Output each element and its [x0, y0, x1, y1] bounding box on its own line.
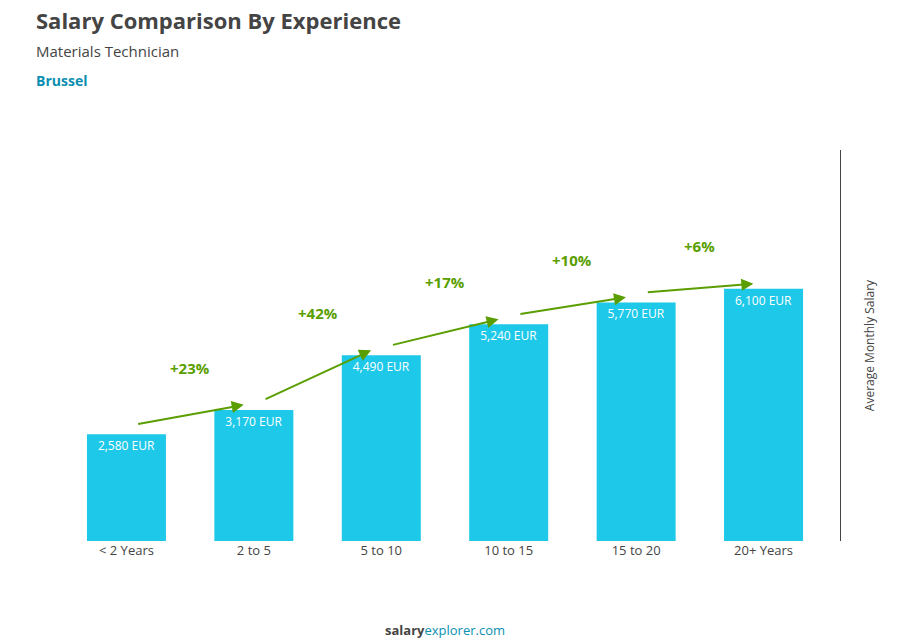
svg-text:3,170 EUR: 3,170 EUR — [225, 413, 282, 430]
svg-text:2 to 5: 2 to 5 — [237, 541, 271, 559]
svg-text:10 to 15: 10 to 15 — [484, 541, 533, 559]
svg-text:2,580 EUR: 2,580 EUR — [98, 437, 155, 454]
svg-text:5 to 10: 5 to 10 — [361, 541, 403, 559]
svg-text:5,240 EUR: 5,240 EUR — [480, 327, 537, 344]
svg-text:+23%: +23% — [170, 358, 210, 378]
svg-text:+10%: +10% — [552, 250, 592, 270]
svg-text:Salary Comparison By Experienc: Salary Comparison By ExperienceMaterials… — [36, 5, 401, 90]
svg-text:15 to 20: 15 to 20 — [612, 541, 661, 559]
svg-text:+6%: +6% — [684, 236, 715, 256]
svg-text:Average Monthly Salary: Average Monthly Salary — [861, 279, 878, 411]
svg-text:20+ Years: 20+ Years — [734, 541, 793, 559]
svg-text:< 2 Years: < 2 Years — [99, 541, 154, 559]
svg-text:4,490 EUR: 4,490 EUR — [353, 358, 410, 375]
svg-text:salaryexplorer.com: salaryexplorer.com — [385, 621, 505, 639]
svg-text:+17%: +17% — [425, 272, 465, 292]
svg-text:5,770 EUR: 5,770 EUR — [608, 305, 665, 322]
svg-text:6,100 EUR: 6,100 EUR — [735, 292, 792, 309]
svg-text:+42%: +42% — [298, 303, 338, 323]
